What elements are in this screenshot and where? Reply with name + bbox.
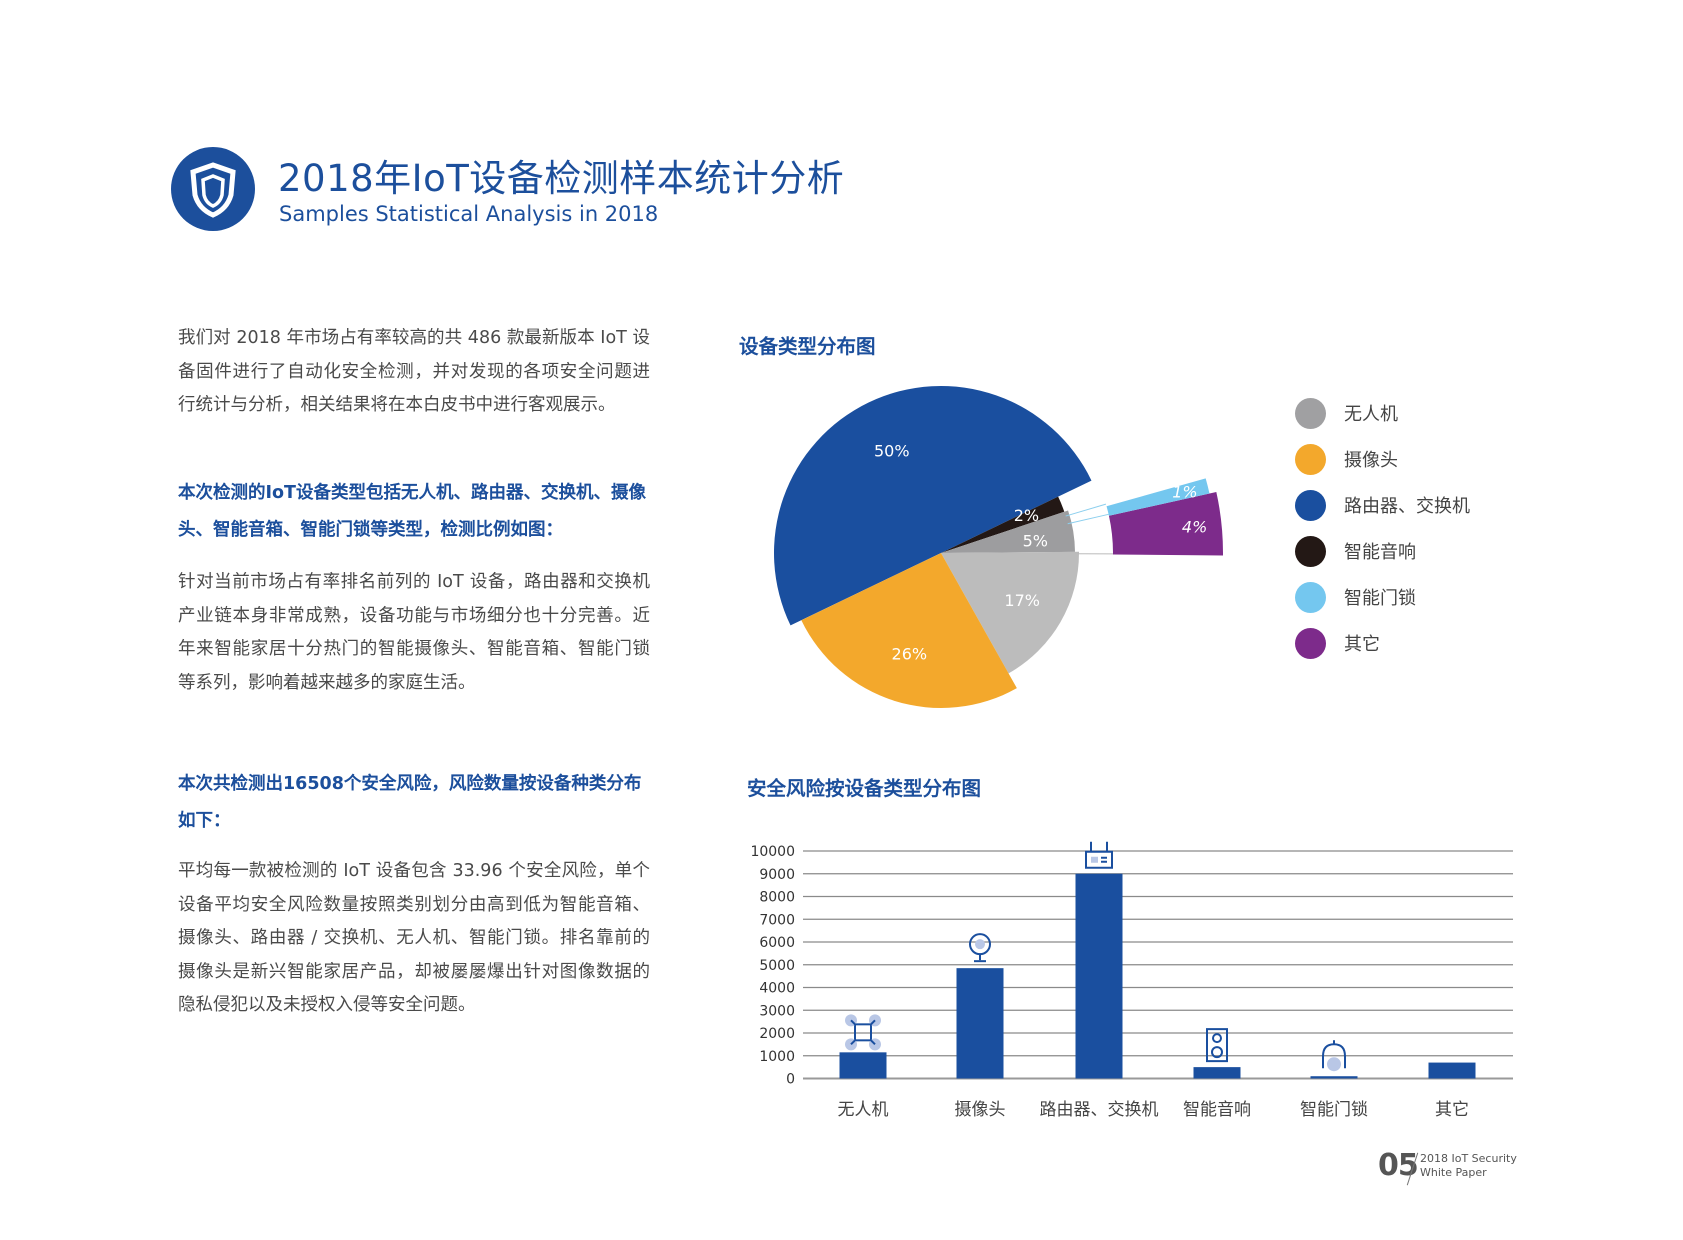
drone-icon: [845, 1014, 881, 1051]
legend-label: 无人机: [1344, 404, 1398, 425]
pie-slice-exploded: [1108, 491, 1223, 556]
footer-line-1: 2018 IoT Security: [1420, 1152, 1517, 1165]
router-icon: [1085, 841, 1113, 869]
y-tick-label: 6000: [759, 935, 795, 951]
legend-swatch: [1295, 581, 1326, 613]
bar-chart: 0 1000 2000 3000 4000 5000 6000 7000 8000 9000 100…: [750, 841, 1513, 1120]
pie-slice-label: 1%: [1172, 483, 1197, 502]
legend-label: 摄像头: [1344, 450, 1398, 471]
x-tick-label: 智能音响: [1183, 1100, 1251, 1120]
risk-count-heading: 本次共检测出16508个安全风险，风险数量按设备种类分布如下：: [178, 774, 642, 831]
camera-icon: [969, 933, 991, 963]
legend-item: 智能音响: [1295, 535, 1416, 567]
bar: [1075, 873, 1123, 1079]
risk-analysis-paragraph: 平均每一款被检测的 IoT 设备包含 33.96 个安全风险，单个设备平均安全风…: [178, 861, 650, 1015]
pie-slice: [801, 553, 1017, 708]
y-tick-label: 8000: [759, 890, 795, 906]
legend-item: 摄像头: [1295, 443, 1398, 475]
y-tick-label: 4000: [759, 981, 795, 997]
footer-doc-title: 2018 IoT Security White Paper: [1420, 1152, 1517, 1180]
legend-label: 智能门锁: [1344, 588, 1416, 609]
legend-swatch: [1295, 489, 1326, 521]
pie-slice-label: 26%: [892, 645, 928, 664]
bar: [1428, 1062, 1476, 1079]
x-tick-label: 智能门锁: [1300, 1100, 1368, 1120]
legend-item: 智能门锁: [1295, 581, 1416, 613]
pie-chart-title: 设备类型分布图: [739, 335, 876, 358]
pie-slice: [941, 496, 1065, 553]
device-market-paragraph: 针对当前市场占有率排名前列的 IoT 设备，路由器和交换机产业链本身非常成熟，设…: [178, 572, 650, 693]
legend-swatch: [1295, 535, 1326, 567]
legend-swatch: [1295, 397, 1326, 429]
intro-paragraph: 我们对 2018 年市场占有率较高的共 486 款最新版本 IoT 设备固件进行…: [178, 328, 650, 415]
y-tick-label: 2000: [759, 1026, 795, 1042]
shield-logo-icon: [171, 147, 255, 231]
pie-slice-label: 17%: [1004, 591, 1040, 610]
legend-item: 无人机: [1295, 397, 1398, 429]
footer-line-2: White Paper: [1420, 1166, 1487, 1179]
y-tick-label: 5000: [759, 958, 795, 974]
legend-item: 路由器、交换机: [1295, 489, 1470, 521]
legend-item: 其它: [1295, 627, 1380, 659]
bar: [1193, 1067, 1241, 1079]
lock-icon: [1322, 1040, 1346, 1072]
pie-slice-label: 50%: [874, 442, 910, 461]
y-tick-label: 10000: [750, 844, 795, 860]
y-tick-label: 1000: [759, 1049, 795, 1065]
x-tick-label: 摄像头: [955, 1100, 1006, 1120]
device-types-heading: 本次检测的IoT设备类型包括无人机、路由器、交换机、摄像头、智能音箱、智能门锁等…: [178, 483, 646, 540]
speaker-icon: [1206, 1028, 1228, 1063]
bar: [956, 968, 1004, 1079]
pie-slice: [774, 386, 1092, 626]
page-subtitle: Samples Statistical Analysis in 2018: [279, 202, 659, 226]
x-tick-label: 路由器、交换机: [1040, 1100, 1159, 1120]
page-title: 2018年IoT设备检测样本统计分析: [278, 157, 845, 200]
connector-line: [1067, 513, 1109, 525]
pie-slice: [941, 510, 1075, 553]
bar: [1310, 1076, 1358, 1079]
x-tick-label: 其它: [1435, 1100, 1469, 1120]
y-tick-label: 0: [786, 1072, 795, 1088]
pie-slice: [941, 551, 1079, 674]
x-tick-label: 无人机: [838, 1100, 889, 1120]
bar-chart-title: 安全风险按设备类型分布图: [747, 777, 982, 800]
y-tick-label: 3000: [759, 1003, 795, 1019]
legend-label: 智能音响: [1344, 542, 1416, 563]
legend-label: 其它: [1344, 634, 1380, 655]
pie-chart: 50% 2% 5% 17% 26% 4% 1%: [774, 386, 1223, 708]
pie-slice-exploded: [1106, 478, 1210, 516]
connector-line: [1065, 503, 1107, 517]
legend-swatch: [1295, 443, 1326, 475]
page-number: 05: [1378, 1148, 1419, 1183]
y-tick-label: 7000: [759, 912, 795, 928]
pie-slice-label: 4%: [1182, 517, 1207, 536]
pie-slice-label: 2%: [1014, 506, 1039, 525]
legend-label: 路由器、交换机: [1344, 496, 1470, 517]
bar: [839, 1052, 887, 1079]
pie-slice-label: 5%: [1023, 532, 1048, 551]
y-tick-label: 9000: [759, 867, 795, 883]
legend-swatch: [1295, 627, 1326, 659]
